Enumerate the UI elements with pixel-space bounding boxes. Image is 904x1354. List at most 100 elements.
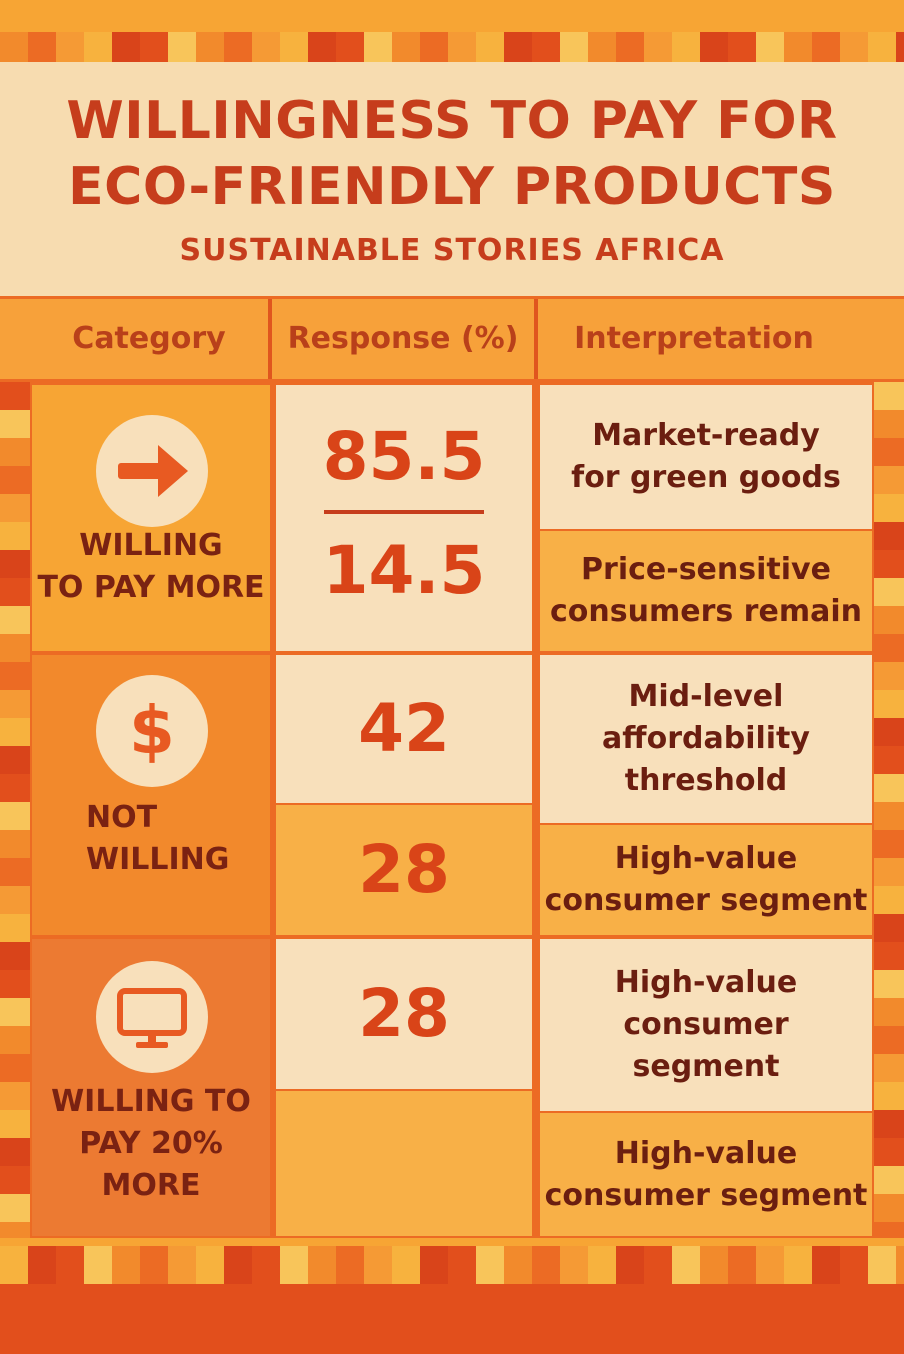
pattern-block: [0, 1026, 30, 1054]
pattern-block: [874, 970, 904, 998]
pattern-block: [560, 1246, 588, 1284]
pattern-block: [874, 858, 904, 886]
pattern-block: [0, 1082, 30, 1110]
interpretation-line: High-value: [614, 841, 798, 876]
pattern-block: [364, 1246, 392, 1284]
pattern-block: [874, 1194, 904, 1222]
pattern-block: [812, 32, 840, 62]
pattern-block: [868, 32, 896, 62]
pattern-block: [0, 662, 30, 690]
interpretation-line: Price-sensitive: [581, 552, 831, 587]
pattern-block: [476, 1246, 504, 1284]
response-value: 42: [358, 690, 450, 767]
pattern-block: [392, 1246, 420, 1284]
table-row-category-willing: WILLING TO PAY MORE: [32, 385, 270, 651]
pattern-block: [756, 1246, 784, 1284]
category-icon-circle: $: [96, 675, 208, 787]
interpretation-line: threshold: [624, 763, 788, 798]
pattern-block: [0, 382, 30, 410]
header: WILLINGNESS TO PAY FOR ECO-FRIENDLY PROD…: [0, 62, 904, 296]
table-row-category-not-willing: $ NOT WILLING: [32, 655, 270, 935]
pattern-block: [0, 942, 30, 970]
interpretation-line: for green goods: [571, 460, 841, 495]
table-row-category-willing-20: WILLING TO PAY 20% MORE: [32, 939, 270, 1236]
category-label-line: TO PAY MORE: [37, 570, 265, 605]
category-icon-circle: [96, 415, 208, 527]
pattern-block: [56, 32, 84, 62]
pattern-block: [140, 1246, 168, 1284]
pattern-block: [812, 1246, 840, 1284]
arrow-right-icon: [118, 445, 188, 497]
pattern-block: [168, 32, 196, 62]
response-value: 85.5: [322, 418, 486, 495]
pattern-block: [588, 1246, 616, 1284]
pattern-block: [644, 32, 672, 62]
pattern-block: [0, 550, 30, 578]
pattern-block: [874, 634, 904, 662]
category-label-line: WILLING: [79, 528, 223, 563]
pattern-block: [560, 32, 588, 62]
column-divider: [534, 299, 538, 379]
interpretation-line: affordability: [602, 721, 810, 756]
fraction-divider: [324, 510, 484, 514]
interpretation-cell: Market-ready for green goods: [540, 385, 872, 529]
pattern-block: [532, 32, 560, 62]
pattern-block: [874, 1222, 904, 1238]
pattern-block: [616, 1246, 644, 1284]
pattern-block: [840, 32, 868, 62]
pattern-block: [874, 578, 904, 606]
response-cell: 28: [276, 805, 532, 935]
category-label-line: WILLING TO: [51, 1084, 251, 1119]
pattern-block: [28, 32, 56, 62]
pattern-block: [364, 32, 392, 62]
pattern-block: [420, 1246, 448, 1284]
right-pattern-border: [874, 382, 904, 1238]
pattern-block: [874, 606, 904, 634]
pattern-block: [672, 32, 700, 62]
pattern-block: [700, 32, 728, 62]
pattern-block: [224, 1246, 252, 1284]
left-pattern-border: [0, 382, 30, 1238]
pattern-block: [336, 32, 364, 62]
pattern-block: [504, 1246, 532, 1284]
pattern-block: [0, 746, 30, 774]
pattern-block: [0, 998, 30, 1026]
pattern-block: [874, 382, 904, 410]
category-label: WILLING TO PAY MORE: [32, 525, 270, 609]
category-label-line: NOT: [86, 800, 158, 835]
pattern-block: [112, 32, 140, 62]
pattern-block: [874, 942, 904, 970]
pattern-block: [784, 32, 812, 62]
pattern-block: [140, 32, 168, 62]
pattern-block: [874, 550, 904, 578]
pattern-block: [56, 1246, 84, 1284]
pattern-block: [476, 32, 504, 62]
category-label-line: WILLING: [86, 842, 230, 877]
pattern-block: [196, 1246, 224, 1284]
pattern-block: [0, 32, 28, 62]
pattern-block: [0, 774, 30, 802]
pattern-block: [700, 1246, 728, 1284]
interpretation-line: High-value: [614, 1135, 798, 1171]
pattern-block: [874, 998, 904, 1026]
pattern-block: [0, 438, 30, 466]
pattern-block: [308, 1246, 336, 1284]
pattern-block: [392, 32, 420, 62]
pattern-block: [0, 718, 30, 746]
pattern-block: [728, 32, 756, 62]
interpretation-line: consumer: [623, 1007, 789, 1042]
dollar-icon: $: [129, 692, 175, 769]
pattern-block: [672, 1246, 700, 1284]
pattern-block: [874, 1054, 904, 1082]
pattern-block: [0, 1194, 30, 1222]
column-header-row: Category Response (%) Interpretation: [0, 296, 904, 382]
pattern-block: [874, 1026, 904, 1054]
pattern-block: [616, 32, 644, 62]
pattern-block: [0, 970, 30, 998]
interpretation-line: Market-ready: [592, 418, 820, 453]
pattern-block: [420, 32, 448, 62]
interpretation-cell: High-value consumer segment: [540, 1113, 872, 1236]
pattern-block: [0, 410, 30, 438]
response-cell: 28: [276, 939, 532, 1089]
pattern-block: [874, 830, 904, 858]
